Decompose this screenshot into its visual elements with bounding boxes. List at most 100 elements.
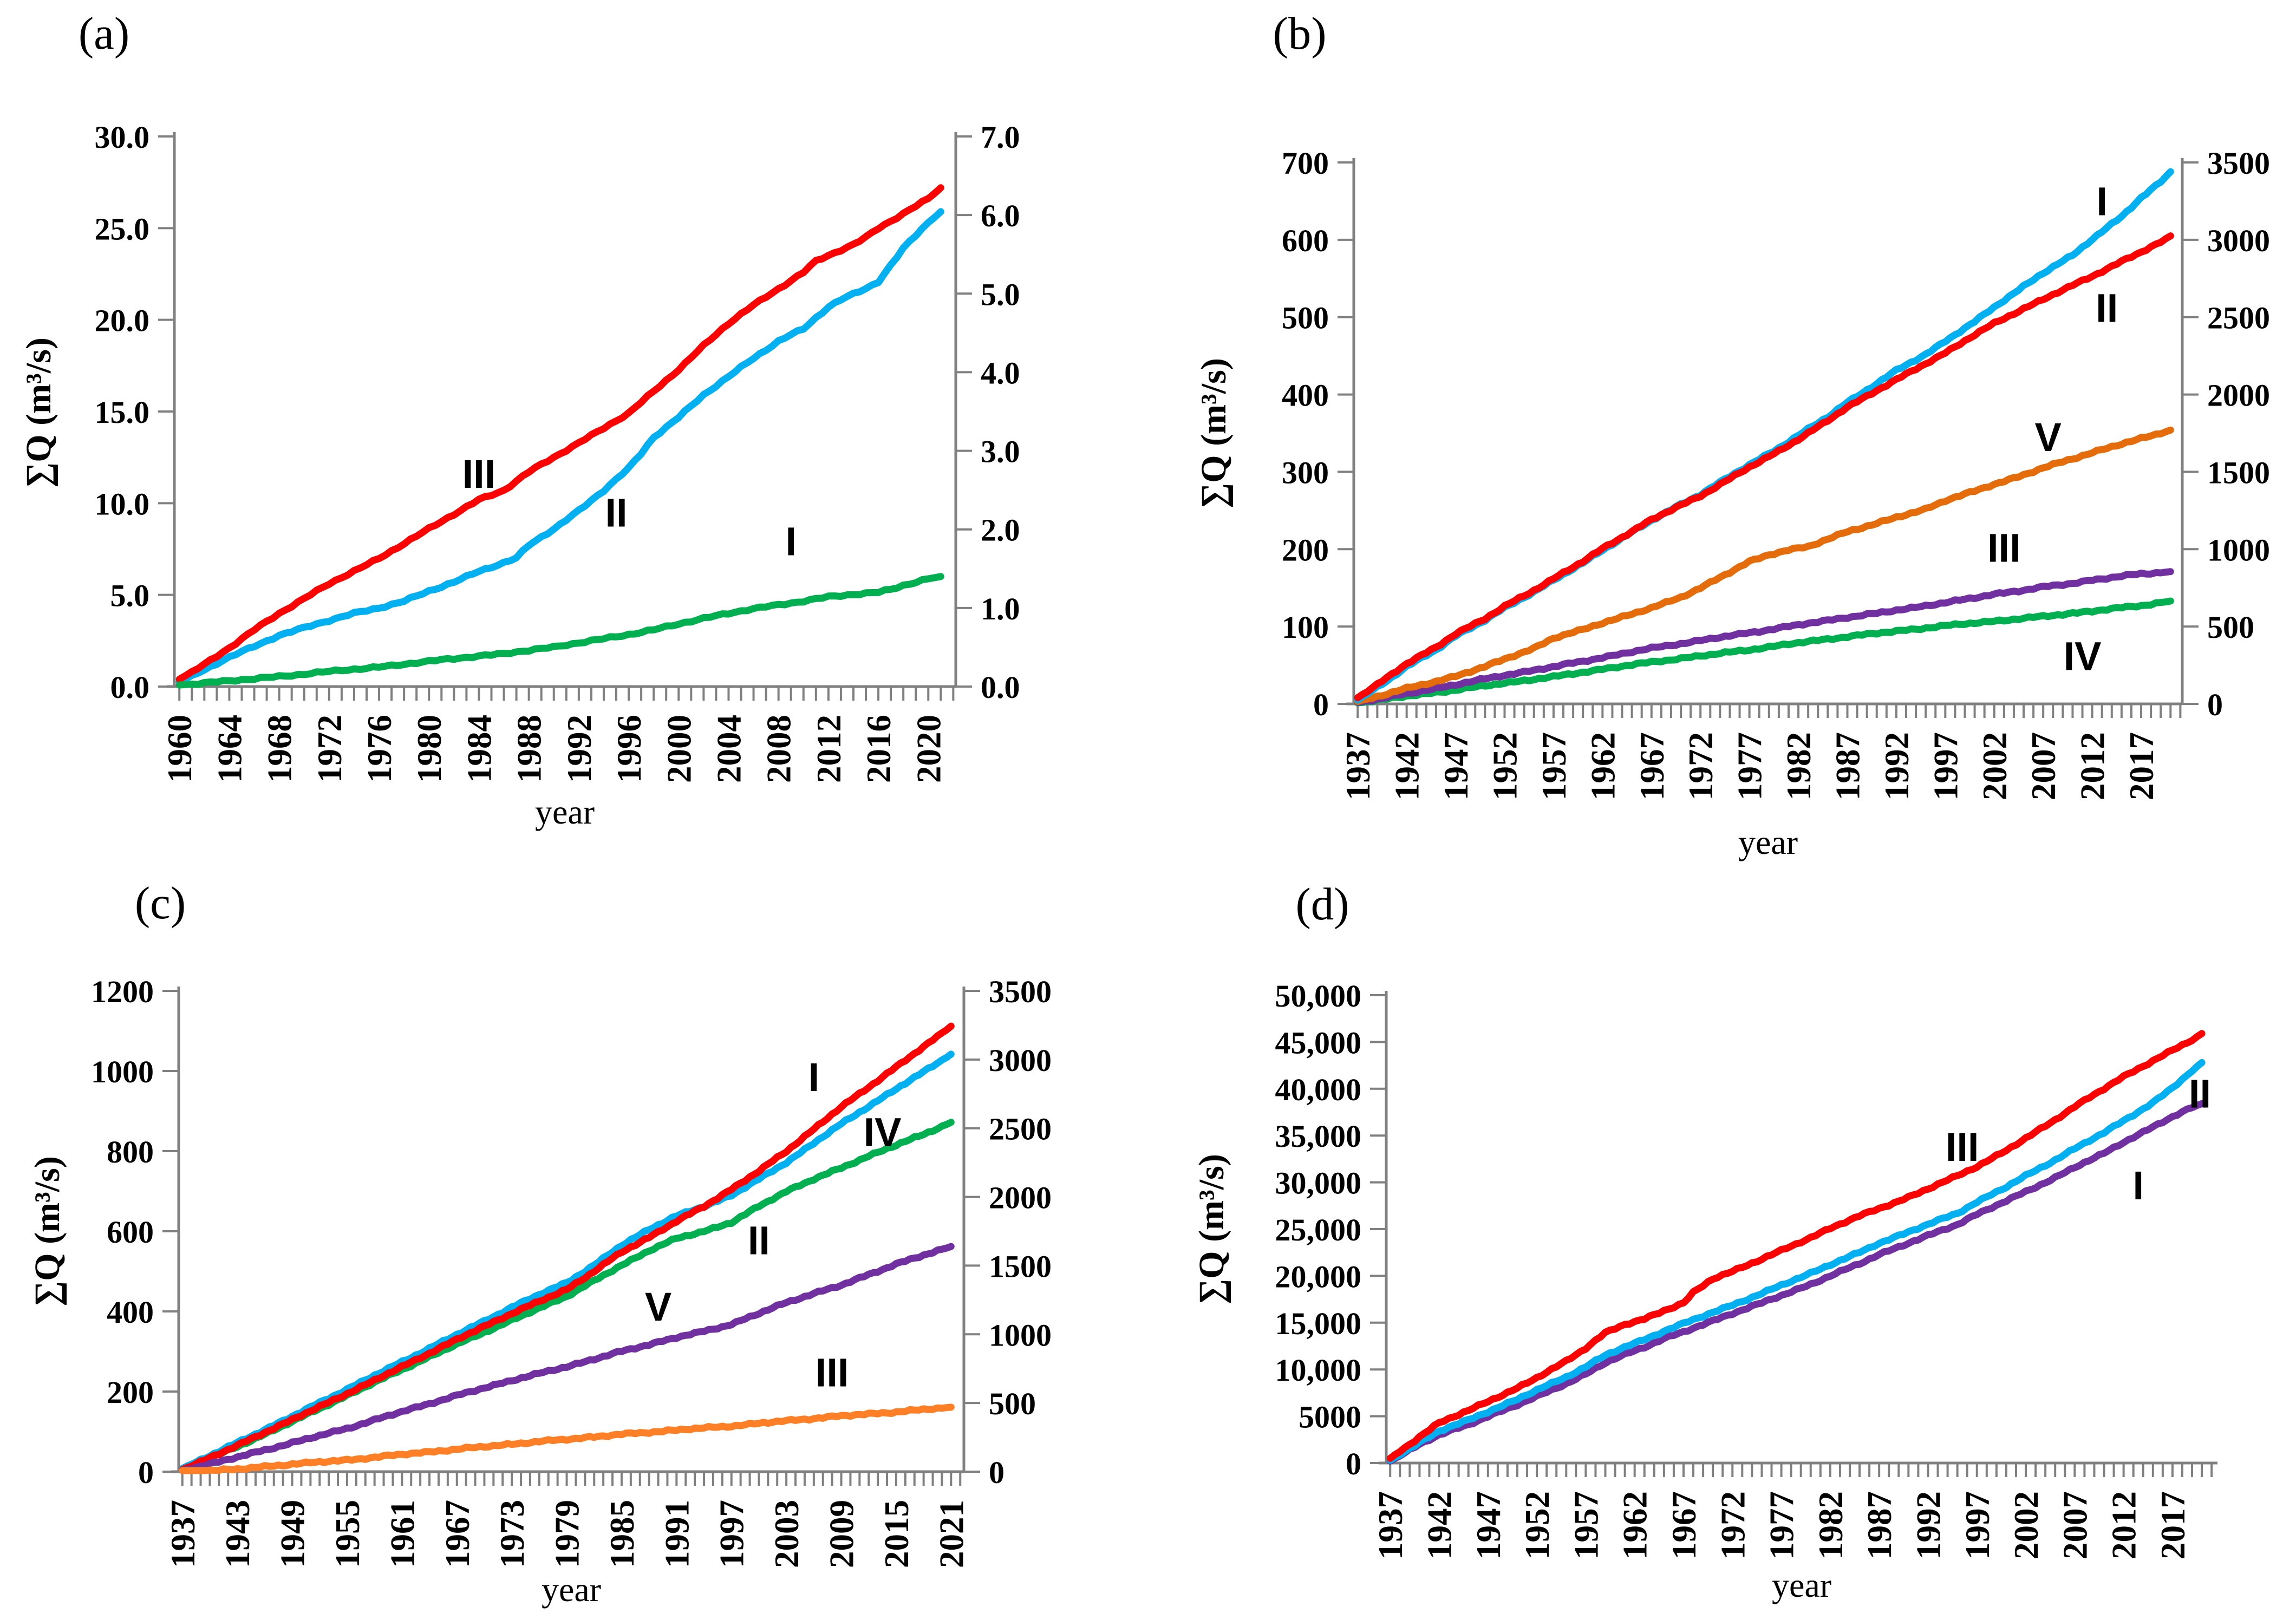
panel-a-y-axis-title: ∑Q (m³/s)	[19, 337, 58, 488]
panel-a-left-tick-label: 15.0	[95, 395, 150, 430]
panel-c-x-tick-label: 1979	[549, 1500, 586, 1568]
panel-c-x-tick-label: 1973	[493, 1500, 531, 1568]
panel-b-left-tick-label: 500	[1282, 301, 1329, 336]
panel-a-right-tick-label: 7.0	[981, 120, 1020, 155]
panel-a-x-tick-label: 2012	[810, 715, 848, 783]
panel-d-x-tick-label: 2017	[2154, 1491, 2192, 1559]
panel-c-series-III-label: III	[816, 1350, 849, 1395]
panel-c-right-tick-label: 2000	[989, 1180, 1052, 1216]
panel-a-x-tick-label: 2020	[910, 715, 948, 783]
panel-d-series-II-line	[1386, 1059, 2206, 1464]
panel-d-x-ticks: 1937 1942 1947 1952 1957 1962 1967 1972 1977 1982…	[1372, 1463, 2213, 1559]
panel-c-x-tick-label: 2009	[823, 1500, 861, 1568]
panel-d-left-ticks: 0 5000 10,000 15,000 20,000 25,000 30,000 35,00…	[1275, 978, 1386, 1481]
panel-a-x-tick-label: 1976	[361, 715, 399, 783]
panel-d-left-tick-label: 0	[1346, 1446, 1361, 1481]
panel-d-left-tick-label: 30,000	[1275, 1166, 1362, 1201]
panel-a-letter: (a)	[78, 8, 130, 59]
panel-a-right-tick-label: 3.0	[981, 434, 1020, 469]
panel-b-right-tick-label: 3000	[2207, 223, 2270, 258]
panel-a-x-tick-label: 2004	[710, 715, 748, 783]
panel-d-x-tick-label: 1957	[1567, 1491, 1605, 1559]
panel-d-left-tick-label: 15,000	[1275, 1306, 1362, 1341]
panel-c-series-III-line	[179, 1403, 955, 1474]
panel-c-left-tick-label: 200	[107, 1375, 154, 1410]
panel-c-x-tick-label: 1985	[603, 1500, 641, 1568]
panel-b-x-axis-title: year	[1738, 823, 1798, 861]
panel-c-series-V-label: V	[645, 1284, 671, 1329]
panel-b-left-tick-label: 100	[1282, 610, 1329, 645]
panel-a-left-tick-label: 20.0	[95, 303, 150, 338]
panel-a: 0.0 5.0 10.0 15.0 20.0 25.0 30.0 0.0 1.0 2.0 3.0 4.…	[95, 120, 1020, 783]
panel-d-left-tick-label: 50,000	[1275, 978, 1362, 1014]
panel-c-left-tick-label: 1000	[91, 1054, 154, 1089]
panel-b-right-tick-label: 1500	[2207, 455, 2270, 490]
panel-a-left-tick-label: 25.0	[95, 211, 150, 246]
panel-a-left-tick-label: 10.0	[95, 486, 150, 521]
panel-d-x-tick-label: 1937	[1372, 1491, 1410, 1559]
panel-a-series-III-label: III	[462, 452, 496, 497]
panel-b-left-ticks: 0 100 200 300 400 500 600 700	[1282, 146, 1354, 722]
panel-d-series-III-label: III	[1946, 1125, 1979, 1170]
panel-a-x-tick-label: 1960	[161, 715, 199, 783]
panel-b-y-axis-title: ∑Q (m³/s)	[1194, 358, 1234, 508]
panel-b-right-ticks: 0 500 1000 1500 2000 2500 3000 3500	[2182, 146, 2270, 722]
panel-c-right-tick-label: 3000	[989, 1043, 1052, 1078]
panel-c-left-tick-label: 1200	[91, 974, 154, 1009]
panel-a-series-II-line	[175, 208, 944, 685]
panel-b-x-tick-label: 1957	[1535, 732, 1573, 800]
panel-c-x-tick-label: 1949	[274, 1500, 312, 1568]
panel-c-x-tick-label: 1967	[439, 1500, 477, 1568]
panel-b-right-tick-label: 1000	[2207, 532, 2270, 567]
panel-c: 0 200 400 600 800 1000 1200 0 500 1000 1500 2000 250…	[91, 974, 1052, 1568]
panel-d-x-tick-label: 1947	[1470, 1491, 1508, 1559]
panel-b-x-tick-label: 1982	[1780, 732, 1818, 800]
panel-b-x-tick-label: 1952	[1486, 732, 1524, 800]
panel-a-left-tick-label: 5.0	[110, 578, 150, 613]
panel-d-x-tick-label: 1992	[1909, 1491, 1947, 1559]
panel-d-series-III-line	[1386, 1030, 2206, 1462]
panel-d-series-I-line	[1386, 1100, 2206, 1465]
panel-b-x-tick-label: 1962	[1584, 732, 1622, 800]
panel-a-x-tick-label: 1980	[410, 715, 448, 783]
panel-b-left-tick-label: 700	[1282, 146, 1329, 181]
panel-d-x-tick-label: 1997	[1959, 1491, 1997, 1559]
panel-b-x-tick-label: 1947	[1437, 732, 1475, 800]
panel-b-left-tick-label: 600	[1282, 223, 1329, 258]
panel-d: 0 5000 10,000 15,000 20,000 25,000 30,000 35,00…	[1275, 978, 2217, 1559]
panel-a-left-tick-label: 30.0	[95, 120, 150, 155]
panel-b-x-tick-label: 1972	[1682, 732, 1720, 800]
panel-b-series-II-label: II	[2096, 286, 2118, 331]
panel-a-x-tick-label: 2016	[860, 715, 898, 783]
panel-d-left-tick-label: 10,000	[1275, 1353, 1362, 1388]
panel-d-y-axis-title: ∑Q (m³/s)	[1192, 1154, 1231, 1304]
panel-b-right-tick-label: 500	[2207, 610, 2254, 645]
panel-a-series-I-label: I	[785, 519, 797, 564]
panel-d-left-tick-label: 25,000	[1275, 1212, 1362, 1248]
panel-a-x-tick-label: 1972	[311, 715, 349, 783]
panel-a-series-I-line	[175, 573, 944, 689]
panel-d-x-tick-label: 2012	[2105, 1491, 2143, 1559]
panel-a-left-tick-label: 0.0	[110, 670, 150, 705]
panel-b-series-III-label: III	[1987, 525, 2021, 570]
panel-d-x-tick-label: 1952	[1518, 1491, 1556, 1559]
panel-d-left-tick-label: 45,000	[1275, 1025, 1362, 1060]
panel-b-left-tick-label: 300	[1282, 455, 1329, 490]
panel-c-right-tick-label: 2500	[989, 1112, 1052, 1147]
panel-c-x-tick-label: 2003	[768, 1500, 806, 1568]
panel-c-x-tick-label: 1955	[329, 1500, 367, 1568]
panel-c-x-axis-title: year	[541, 1570, 602, 1609]
panel-a-right-tick-label: 0.0	[981, 670, 1020, 705]
panel-b-left-tick-label: 400	[1282, 378, 1329, 413]
panel-c-x-tick-label: 2015	[878, 1500, 916, 1568]
panel-b-x-tick-label: 1937	[1339, 732, 1377, 800]
panel-c-letter: (c)	[134, 878, 186, 929]
panel-b-x-tick-label: 1987	[1829, 732, 1867, 800]
panel-c-left-tick-label: 800	[107, 1134, 154, 1170]
panel-d-left-tick-label: 40,000	[1275, 1072, 1362, 1107]
panel-c-right-ticks: 0 500 1000 1500 2000 2500 3000 3500	[964, 974, 1052, 1490]
panel-b-right-tick-label: 3500	[2207, 146, 2270, 181]
panel-b-right-tick-label: 2000	[2207, 378, 2270, 413]
panel-c-left-ticks: 0 200 400 600 800 1000 1200	[91, 974, 179, 1490]
